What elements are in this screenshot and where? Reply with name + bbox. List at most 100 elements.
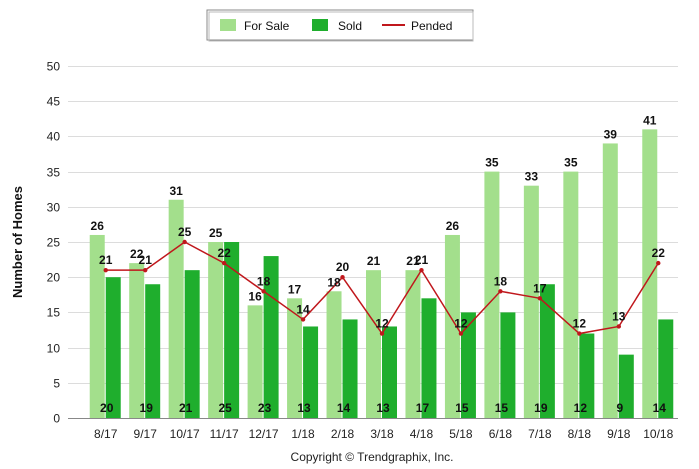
- x-tick-label: 11/17: [210, 427, 239, 441]
- label-for-sale-9-18: 39: [604, 127, 618, 141]
- label-pended-4-18: 21: [415, 253, 429, 267]
- label-for-sale-4-18: 21: [406, 254, 420, 268]
- bar-sold-9-18: [618, 354, 634, 418]
- label-for-sale-5-18: 26: [446, 219, 460, 233]
- label-pended-5-18: 12: [454, 317, 468, 331]
- bar-for-sale-11-17: [208, 242, 224, 418]
- label-pended-1-18: 14: [296, 302, 310, 316]
- label-pended-10-18: 22: [652, 246, 666, 260]
- bar-for-sale-9-18: [602, 143, 618, 418]
- label-sold-6-18: 15: [495, 401, 509, 415]
- bar-for-sale-6-18: [484, 171, 500, 418]
- bar-sold-7-18: [539, 284, 555, 418]
- label-pended-9-17: 21: [139, 253, 153, 267]
- point-pended-8-18: [577, 331, 582, 336]
- bar-sold-10-18: [658, 319, 674, 418]
- bar-sold-8-17: [105, 277, 121, 418]
- label-pended-9-18: 13: [612, 309, 626, 323]
- label-sold-2-18: 14: [337, 401, 351, 415]
- point-pended-11-17: [221, 260, 227, 266]
- point-pended-12-17: [261, 289, 266, 294]
- label-for-sale-11-17: 25: [209, 226, 223, 240]
- label-pended-8-17: 21: [99, 253, 113, 267]
- label-sold-9-18: 9: [616, 401, 623, 415]
- point-pended-7-18: [537, 296, 543, 301]
- label-for-sale-9-17: 22: [130, 247, 144, 261]
- label-for-sale-6-18: 35: [485, 156, 499, 170]
- label-sold-1-18: 13: [297, 401, 311, 415]
- bar-for-sale-8-17: [89, 234, 105, 418]
- label-for-sale-7-18: 33: [525, 170, 539, 184]
- label-sold-9-17: 19: [140, 401, 154, 415]
- x-tick-label: 8/18: [568, 427, 592, 441]
- data-labels: 26 20 22 19 31 21 25 25 16 23 17 13 18 14 21 13 21 17 26 15…: [91, 113, 667, 415]
- label-sold-5-18: 15: [455, 401, 469, 415]
- x-tick-label: 1/18: [291, 427, 315, 441]
- legend-box: [206, 9, 474, 41]
- bars: [89, 129, 674, 419]
- x-tick-label: 9/18: [607, 427, 631, 441]
- bar-sold-5-18: [460, 312, 476, 418]
- x-tick-label: 5/18: [449, 427, 473, 441]
- label-pended-8-18: 12: [573, 317, 587, 331]
- bar-for-sale-10-17: [168, 199, 184, 418]
- x-tick-label: 4/18: [410, 427, 434, 441]
- x-tick-label: 10/18: [643, 427, 673, 441]
- bar-sold-6-18: [500, 312, 516, 418]
- bar-sold-1-18: [303, 326, 319, 418]
- label-sold-8-17: 20: [100, 401, 114, 415]
- x-tick-label: 2/18: [331, 427, 355, 441]
- legend-shadow: [208, 11, 474, 42]
- label-pended-7-18: 17: [533, 281, 547, 295]
- legend-label-sold: Sold: [338, 19, 362, 33]
- bar-sold-11-17: [224, 242, 240, 418]
- point-pended-9-18: [616, 324, 621, 329]
- y-tick-label: 35: [47, 166, 61, 180]
- label-pended-11-17: 22: [217, 246, 231, 260]
- bar-for-sale-2-18: [326, 291, 342, 418]
- point-pended-4-18: [419, 267, 424, 273]
- y-tick-label: 45: [47, 95, 61, 109]
- y-axis-title: Number of Homes: [10, 186, 25, 298]
- bar-sold-9-17: [145, 284, 161, 418]
- bar-for-sale-10-18: [642, 129, 658, 419]
- x-axis-ticks: 8/17 9/17 10/17 11/17 12/17 1/18 2/18 3/18 4/18 5…: [94, 427, 674, 441]
- label-sold-11-17: 25: [218, 401, 232, 415]
- label-for-sale-12-17: 16: [248, 289, 262, 303]
- x-tick-label: 8/17: [94, 427, 118, 441]
- legend: For Sale Sold Pended: [206, 9, 474, 42]
- label-pended-10-17: 25: [178, 225, 192, 239]
- legend-label-pended: Pended: [411, 19, 452, 33]
- y-tick-label: 10: [47, 342, 61, 356]
- y-tick-label: 25: [47, 236, 61, 250]
- legend-label-for-sale: For Sale: [244, 19, 290, 33]
- label-for-sale-8-17: 26: [91, 219, 105, 233]
- copyright-footer: Copyright © Trendgraphix, Inc.: [291, 450, 454, 464]
- bar-sold-2-18: [342, 319, 358, 418]
- legend-swatch-sold: [312, 19, 328, 31]
- bar-sold-12-17: [263, 256, 279, 418]
- bar-for-sale-1-18: [287, 298, 303, 418]
- label-sold-10-17: 21: [179, 401, 193, 415]
- label-for-sale-10-17: 31: [169, 184, 183, 198]
- label-for-sale-3-18: 21: [367, 254, 381, 268]
- bar-sold-10-17: [184, 270, 200, 418]
- label-for-sale-10-18: 41: [643, 113, 657, 127]
- x-tick-label: 7/18: [528, 427, 552, 441]
- y-tick-label: 5: [53, 377, 60, 391]
- y-tick-label: 0: [53, 412, 60, 426]
- bar-sold-8-18: [579, 333, 595, 418]
- x-tick-label: 12/17: [249, 427, 279, 441]
- label-sold-7-18: 19: [534, 401, 548, 415]
- label-sold-12-17: 23: [258, 401, 272, 415]
- y-tick-label: 50: [47, 60, 61, 74]
- point-pended-6-18: [498, 289, 503, 294]
- point-pended-10-17: [182, 239, 187, 245]
- point-pended-8-17: [103, 267, 108, 273]
- bar-sold-4-18: [421, 298, 437, 418]
- label-for-sale-2-18: 18: [327, 275, 341, 289]
- point-pended-1-18: [300, 317, 306, 322]
- bar-for-sale-5-18: [444, 234, 460, 418]
- label-for-sale-1-18: 17: [288, 282, 302, 296]
